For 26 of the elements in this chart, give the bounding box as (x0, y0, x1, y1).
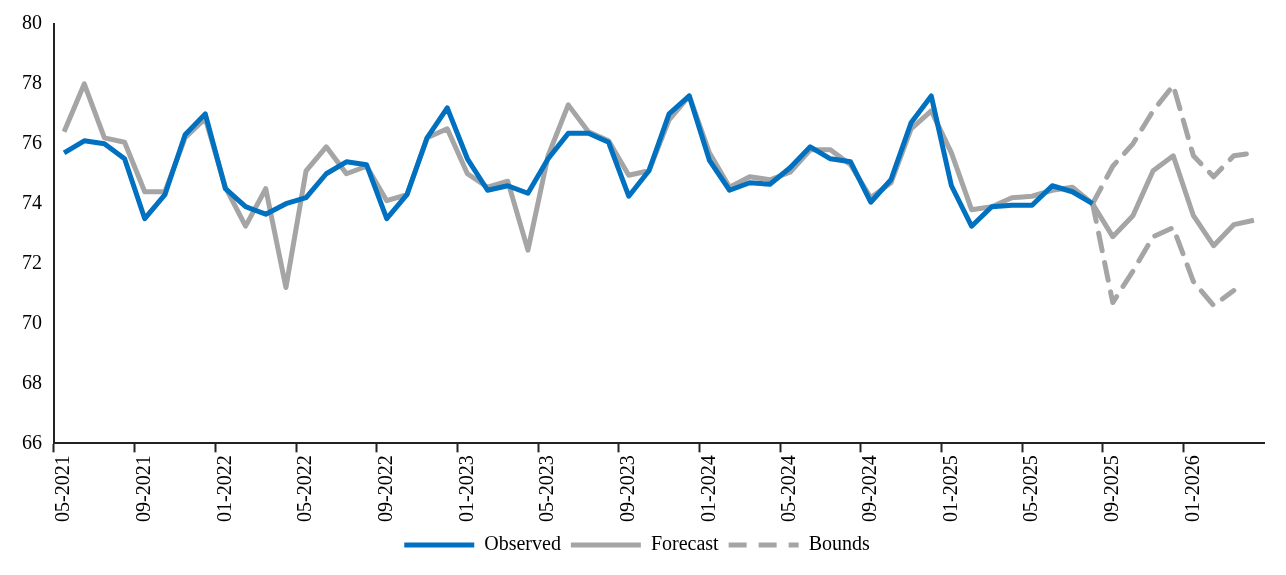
x-tick-label: 09-2021 (132, 455, 154, 523)
x-tick-label: 01-2024 (696, 455, 719, 523)
x-tick-label: 01-2025 (938, 455, 961, 523)
y-tick-label: 66 (22, 430, 42, 453)
x-tick-label: 05-2024 (777, 455, 800, 523)
x-tick-label: 09-2025 (1100, 455, 1122, 523)
x-tick-label: 09-2022 (374, 455, 396, 523)
x-tick-label: 05-2025 (1019, 455, 1042, 523)
y-tick-label: 68 (22, 370, 42, 393)
legend-label: Observed (484, 532, 561, 555)
y-tick-label: 80 (22, 11, 42, 34)
x-tick-label: 09-2023 (616, 455, 638, 523)
x-tick-label: 05-2022 (293, 455, 316, 523)
x-tick-label: 01-2023 (454, 455, 477, 523)
x-tick-label: 05-2023 (535, 455, 558, 523)
y-tick-label: 74 (22, 190, 42, 213)
legend-label: Bounds (808, 532, 870, 555)
x-tick-label: 01-2026 (1180, 455, 1203, 523)
legend-label: Forecast (650, 532, 720, 555)
y-tick-label: 72 (22, 250, 42, 273)
y-tick-label: 76 (22, 131, 42, 154)
x-tick-label: 09-2024 (858, 455, 880, 523)
x-tick-label: 01-2022 (212, 455, 235, 523)
y-tick-label: 70 (22, 310, 42, 333)
x-tick-label: 05-2021 (51, 455, 74, 523)
y-tick-label: 78 (22, 71, 42, 94)
